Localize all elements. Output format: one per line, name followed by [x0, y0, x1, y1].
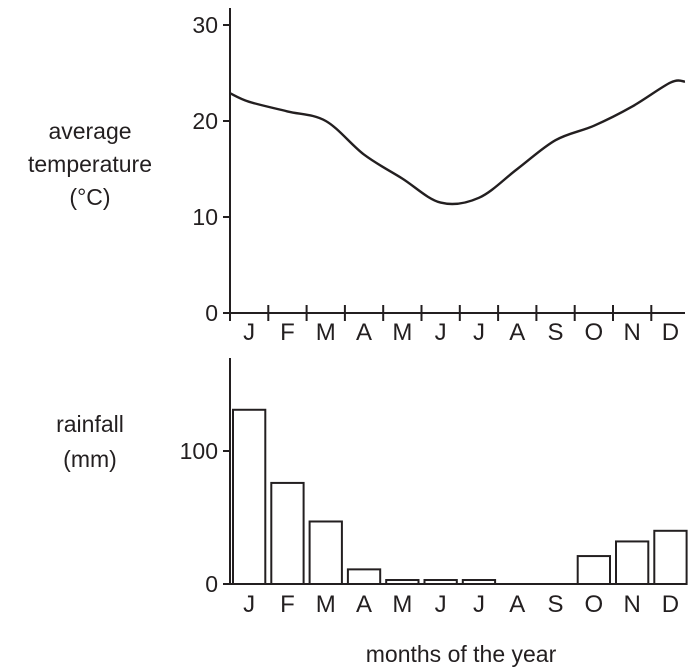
rainfall-y-tick-label: 0 — [205, 571, 218, 597]
rainfall-bar — [346, 568, 382, 585]
rainfall-month-label: M — [316, 591, 336, 618]
rainfall-month-label: A — [509, 591, 525, 618]
temperature-y-tick-label: 30 — [192, 12, 218, 38]
temperature-month-label: J — [473, 319, 485, 346]
temperature-ylabel-line2: temperature — [28, 151, 152, 177]
temperature-y-tick-label: 0 — [205, 300, 218, 326]
temperature-month-label: J — [435, 319, 447, 346]
temperature-month-label: M — [316, 319, 336, 346]
temperature-month-label: J — [243, 319, 255, 346]
rainfall-month-label: M — [392, 591, 412, 618]
rainfall-month-label: O — [585, 591, 604, 618]
temperature-month-label: S — [548, 319, 564, 346]
rainfall-month-label: D — [662, 591, 679, 618]
temperature-month-label: D — [662, 319, 679, 346]
rainfall-month-label: N — [623, 591, 640, 618]
temperature-line — [229, 79, 686, 206]
rainfall-ylabel-line1: rainfall — [56, 411, 124, 437]
rainfall-month-label: S — [548, 591, 564, 618]
temperature-month-label: A — [356, 319, 372, 346]
rainfall-bar — [461, 579, 497, 586]
temperature-month-label: M — [392, 319, 412, 346]
temperature-ylabel-line1: average — [48, 118, 131, 144]
rainfall-bar — [653, 529, 688, 585]
rainfall-bar — [270, 481, 305, 586]
rainfall-bar — [308, 520, 343, 585]
rainfall-bar — [615, 540, 650, 586]
rainfall-bar — [423, 579, 458, 586]
temperature-month-label: N — [623, 319, 640, 346]
temperature-month-label: F — [280, 319, 295, 346]
rainfall-month-label: J — [243, 591, 255, 618]
temperature-y-tick-label: 20 — [192, 108, 218, 134]
temperature-ylabel-line3: (°C) — [69, 184, 110, 210]
rainfall-y-tick-label: 100 — [180, 438, 218, 464]
rainfall-bar — [576, 555, 612, 586]
rainfall-ylabel-line2: (mm) — [63, 446, 117, 472]
rainfall-month-label: A — [356, 591, 372, 618]
rainfall-month-label: F — [280, 591, 295, 618]
temperature-month-label: A — [509, 319, 525, 346]
rainfall-month-label: J — [435, 591, 447, 618]
rainfall-month-label: J — [473, 591, 485, 618]
temperature-y-tick-label: 10 — [192, 204, 218, 230]
rainfall-bar — [232, 408, 267, 585]
x-axis-title: months of the year — [366, 641, 557, 667]
temperature-month-label: O — [585, 319, 604, 346]
rainfall-bar — [385, 579, 420, 586]
